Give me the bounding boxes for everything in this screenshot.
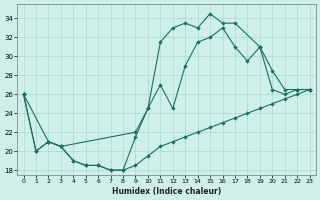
X-axis label: Humidex (Indice chaleur): Humidex (Indice chaleur) <box>112 187 221 196</box>
